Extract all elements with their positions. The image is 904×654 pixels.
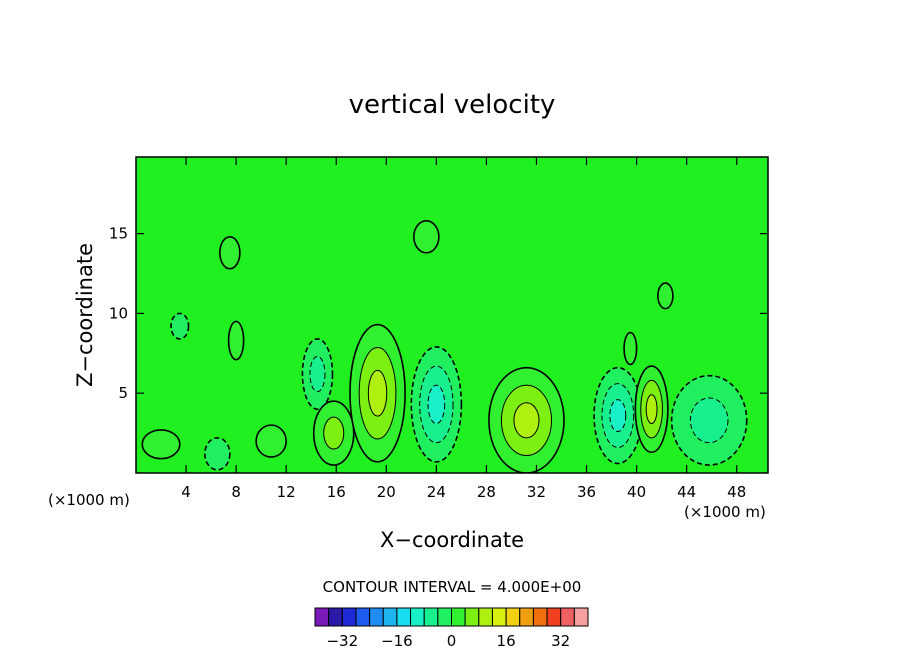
contour-shell	[413, 220, 440, 254]
contour-shell	[657, 282, 674, 310]
updraft-cell	[488, 366, 565, 473]
x-tick-label: 8	[231, 483, 241, 501]
x-tick-label: 40	[627, 483, 646, 501]
contour-shell	[623, 331, 638, 366]
updraft-cell	[623, 331, 638, 366]
colorbar-tick-label: −32	[326, 632, 358, 650]
y-tick-label: 15	[109, 225, 128, 243]
x-tick-label: 36	[577, 483, 596, 501]
contour-shell	[645, 394, 658, 425]
colorbar-swatch	[573, 607, 589, 627]
contour-shell	[323, 416, 345, 450]
contour-shell	[141, 429, 181, 460]
y-tick-label: 10	[109, 304, 128, 322]
updraft-cell	[227, 320, 245, 361]
contour-shell	[309, 355, 326, 393]
updraft-cell	[141, 429, 181, 460]
contour-shell	[227, 320, 245, 361]
colorbar-swatch	[396, 607, 412, 627]
downdraft-cell	[301, 338, 334, 410]
x-tick-label: 48	[727, 483, 746, 501]
contour-shell	[513, 402, 540, 439]
x-tick-label: 4	[181, 483, 191, 501]
contour-shell	[255, 424, 287, 458]
x-tick-label: 32	[527, 483, 546, 501]
colorbar-swatch	[478, 607, 493, 627]
contour-shell	[219, 235, 241, 270]
contour-interval-label: CONTOUR INTERVAL = 4.000E+00	[323, 578, 582, 596]
colorbar-swatch	[355, 607, 371, 627]
contour-shell	[427, 384, 446, 425]
updraft-cell	[255, 424, 287, 458]
colorbar-swatch	[505, 607, 521, 627]
downdraft-cell	[170, 312, 190, 340]
colorbar-swatch	[560, 607, 575, 627]
x-tick-label: 12	[277, 483, 296, 501]
x-tick-label: 24	[427, 483, 446, 501]
downdraft-cell	[670, 374, 748, 466]
colorbar-swatch	[451, 607, 466, 627]
y-tick-label: 5	[118, 384, 128, 402]
updraft-cell	[312, 400, 355, 466]
contour-shell	[170, 312, 190, 340]
colorbar-swatch	[519, 607, 534, 627]
y-axis-label: Z−coordinate	[73, 243, 97, 387]
colorbar-swatch	[314, 607, 330, 627]
updraft-cell	[219, 235, 241, 270]
downdraft-cell	[204, 437, 231, 471]
x-axis-units-left: (×1000 m)	[48, 491, 130, 509]
colorbar-swatch	[382, 607, 398, 627]
contour-shell	[609, 399, 627, 433]
downdraft-cell	[410, 346, 463, 463]
colorbar-swatch	[410, 607, 425, 627]
downdraft-cell	[593, 366, 643, 465]
chart-title: vertical velocity	[349, 90, 556, 120]
x-tick-label: 44	[677, 483, 696, 501]
colorbar-swatch	[423, 607, 439, 627]
x-axis-units-right: (×1000 m)	[684, 503, 766, 521]
updraft-cell	[413, 220, 440, 254]
x-tick-label: 16	[327, 483, 346, 501]
colorbar-swatch	[532, 607, 548, 627]
contour-shell	[689, 397, 729, 444]
plot-frame	[135, 156, 769, 474]
contour-shell	[204, 437, 231, 471]
contour-shell	[367, 369, 388, 417]
updraft-cell	[657, 282, 674, 310]
x-tick-label: 20	[377, 483, 396, 501]
colorbar: −32 −16 0 16 32	[314, 607, 589, 650]
x-axis-label: X−coordinate	[380, 528, 524, 552]
x-tick-label: 28	[477, 483, 496, 501]
updraft-cell	[634, 365, 669, 454]
colorbar-tick-label: 0	[447, 632, 457, 650]
colorbar-swatch	[369, 607, 384, 627]
colorbar-swatch	[437, 607, 453, 627]
colorbar-tick-label: 32	[551, 632, 570, 650]
colorbar-tick-label: −16	[381, 632, 413, 650]
colorbar-swatch	[328, 607, 343, 627]
colorbar-swatch	[491, 607, 507, 627]
colorbar-swatch	[341, 607, 357, 627]
colorbar-tick-label: 16	[497, 632, 516, 650]
updraft-cell	[349, 323, 406, 463]
colorbar-swatch	[546, 607, 562, 627]
colorbar-swatch	[464, 607, 480, 627]
